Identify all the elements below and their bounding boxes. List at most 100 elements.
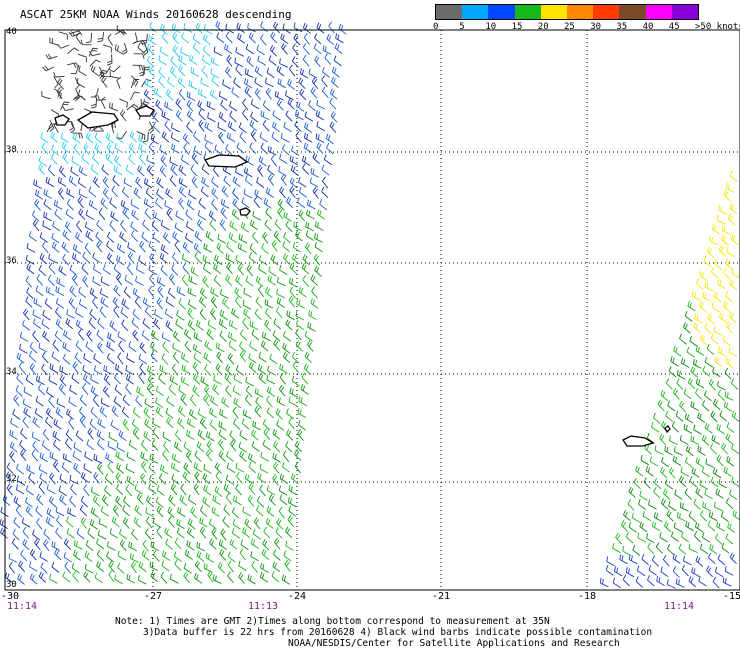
wind-barb (177, 64, 186, 77)
wind-barb (714, 356, 723, 367)
wind-barb (188, 80, 198, 90)
wind-barb (176, 286, 186, 297)
wind-barb (121, 298, 130, 310)
wind-barb (203, 563, 213, 573)
wind-barb (124, 274, 134, 285)
wind-barb (186, 527, 195, 539)
wind-barb (287, 78, 295, 90)
wind-barb (113, 264, 122, 275)
wind-barb (107, 332, 116, 343)
wind-barb (88, 317, 96, 330)
wind-barb (227, 571, 234, 584)
wind-barb (123, 496, 131, 508)
wind-barb (67, 507, 76, 518)
wind-barb (266, 386, 276, 397)
wind-barb (43, 188, 52, 199)
wind-barb (136, 493, 144, 505)
wind-barb (725, 258, 733, 270)
wind-barb (622, 545, 631, 556)
wind-barb (701, 466, 711, 478)
wind-barb (712, 467, 722, 479)
wind-barb (218, 450, 226, 462)
wind-barb (313, 253, 321, 266)
wind-barb (150, 329, 159, 341)
wind-barb (138, 134, 147, 145)
wind-barb (133, 187, 141, 199)
wind-barb (307, 339, 314, 352)
wind-barb (294, 440, 303, 453)
wind-barb (59, 473, 68, 485)
wind-barb (106, 54, 113, 66)
wind-barb (665, 410, 674, 422)
wind-barb (146, 43, 155, 55)
wind-barb (648, 499, 657, 510)
wind-barb (192, 361, 200, 374)
wind-barb (17, 573, 25, 585)
wind-barb (39, 551, 48, 562)
wind-barb (716, 521, 726, 532)
wind-barb (169, 156, 179, 167)
wind-barb (58, 265, 67, 276)
wind-barb (155, 99, 163, 111)
wind-barb (208, 210, 217, 222)
azores-flores (54, 114, 70, 126)
wind-barb (57, 43, 70, 49)
wind-barb (97, 317, 105, 330)
wind-barb (42, 220, 52, 231)
wind-barb (258, 373, 266, 385)
wind-barb (79, 298, 88, 309)
wind-barb (311, 77, 319, 89)
wind-barb (198, 296, 207, 308)
wind-barb (161, 32, 169, 44)
wind-barb (92, 252, 101, 264)
wind-barb (256, 505, 264, 517)
wind-barb (58, 485, 67, 497)
wind-barb (2, 495, 11, 506)
wind-barb (9, 450, 16, 463)
wind-barb (120, 307, 129, 319)
wind-barb (640, 455, 650, 466)
wind-barb (176, 309, 185, 321)
wind-barb (92, 495, 101, 507)
wind-barb (321, 186, 329, 199)
wind-barb (216, 32, 225, 44)
wind-barb (231, 307, 240, 319)
wind-barb (78, 328, 85, 341)
wind-barb (89, 519, 98, 530)
wind-barb (257, 364, 266, 375)
wind-barb (34, 189, 44, 200)
wind-barb (50, 153, 58, 165)
wind-barb (306, 209, 315, 220)
wind-barb (202, 45, 211, 57)
wind-barb (75, 430, 84, 442)
wind-barb (92, 276, 101, 287)
wind-barb (56, 277, 65, 288)
wind-barb (323, 154, 333, 166)
wind-barb (209, 219, 217, 232)
wind-barb (51, 351, 60, 362)
wind-barb (227, 352, 235, 365)
wind-barb (252, 210, 261, 221)
wind-barb (161, 332, 171, 342)
wind-barb (150, 571, 158, 583)
wind-barb (267, 275, 276, 286)
wind-barb (58, 383, 66, 396)
wind-barb (190, 164, 198, 177)
wind-barb (90, 386, 99, 397)
wind-barb (51, 541, 61, 551)
wind-barb (125, 484, 133, 497)
wind-barb (312, 152, 320, 164)
wind-barb (231, 208, 240, 220)
wind-barb (130, 75, 139, 87)
wind-barb (711, 301, 720, 313)
wind-barb (41, 363, 48, 376)
wind-barb (73, 143, 81, 156)
lat-label-38: 38 (6, 145, 17, 155)
wind-barb (264, 299, 274, 309)
wind-barb (182, 133, 190, 145)
wind-barb (157, 285, 164, 298)
wind-barb (642, 510, 652, 522)
wind-barb (707, 520, 716, 532)
wind-barb (277, 198, 285, 211)
wind-barb (218, 90, 228, 101)
